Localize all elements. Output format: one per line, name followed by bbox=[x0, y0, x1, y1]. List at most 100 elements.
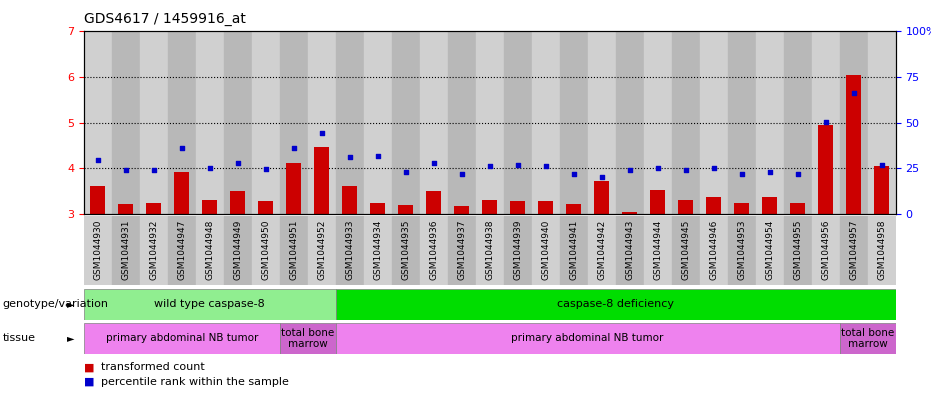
Text: GSM1044947: GSM1044947 bbox=[177, 220, 186, 280]
Bar bbox=[594, 181, 610, 214]
Bar bbox=[560, 216, 587, 285]
Bar bbox=[840, 216, 868, 285]
Point bbox=[818, 119, 833, 125]
Text: GSM1044944: GSM1044944 bbox=[654, 220, 662, 280]
Bar bbox=[615, 216, 643, 285]
Bar bbox=[420, 216, 448, 285]
Bar bbox=[420, 31, 448, 214]
Bar bbox=[448, 216, 476, 285]
Bar bbox=[643, 31, 671, 214]
Text: GSM1044935: GSM1044935 bbox=[401, 220, 411, 280]
Text: GSM1044949: GSM1044949 bbox=[234, 220, 242, 280]
Bar bbox=[370, 203, 385, 214]
Bar bbox=[398, 205, 413, 214]
Text: GSM1044943: GSM1044943 bbox=[626, 220, 634, 280]
Bar bbox=[112, 216, 140, 285]
Point bbox=[566, 171, 581, 177]
Text: GSM1044952: GSM1044952 bbox=[317, 220, 326, 280]
Text: total bone
marrow: total bone marrow bbox=[841, 328, 895, 349]
Bar bbox=[706, 197, 722, 214]
Bar bbox=[560, 31, 587, 214]
Bar bbox=[223, 31, 251, 214]
Text: GSM1044933: GSM1044933 bbox=[345, 220, 354, 280]
Point bbox=[371, 152, 385, 159]
Text: GSM1044938: GSM1044938 bbox=[485, 220, 494, 280]
Bar bbox=[566, 204, 581, 214]
Bar bbox=[84, 216, 112, 285]
Point bbox=[118, 167, 133, 173]
Text: GSM1044955: GSM1044955 bbox=[793, 220, 803, 280]
Point bbox=[510, 162, 525, 168]
Bar bbox=[336, 323, 840, 354]
Bar bbox=[532, 216, 560, 285]
Bar bbox=[336, 289, 896, 320]
Bar bbox=[279, 323, 336, 354]
Text: GSM1044945: GSM1044945 bbox=[681, 220, 690, 280]
Text: GSM1044934: GSM1044934 bbox=[373, 220, 383, 280]
Bar bbox=[756, 31, 784, 214]
Point bbox=[622, 167, 637, 173]
Point bbox=[398, 169, 413, 175]
Bar bbox=[112, 31, 140, 214]
Bar bbox=[846, 75, 861, 214]
Text: GSM1044936: GSM1044936 bbox=[429, 220, 439, 280]
Text: GSM1044946: GSM1044946 bbox=[709, 220, 718, 280]
Bar bbox=[140, 216, 168, 285]
Point bbox=[287, 145, 302, 151]
Point bbox=[454, 171, 469, 178]
Point bbox=[230, 160, 245, 166]
Text: GSM1044954: GSM1044954 bbox=[765, 220, 775, 280]
Bar bbox=[538, 201, 553, 214]
Text: GSM1044942: GSM1044942 bbox=[597, 220, 606, 280]
Bar bbox=[756, 216, 784, 285]
Bar bbox=[762, 197, 777, 214]
Bar bbox=[392, 31, 420, 214]
Bar bbox=[818, 125, 833, 214]
Point bbox=[146, 167, 161, 173]
Bar bbox=[230, 191, 246, 214]
Bar bbox=[789, 203, 805, 214]
Bar bbox=[90, 186, 105, 214]
Text: genotype/variation: genotype/variation bbox=[3, 299, 109, 309]
Point bbox=[482, 163, 497, 169]
Bar bbox=[587, 216, 615, 285]
Bar bbox=[678, 200, 694, 214]
Bar bbox=[314, 147, 330, 214]
Bar bbox=[700, 31, 728, 214]
Point bbox=[174, 145, 189, 151]
Bar bbox=[874, 166, 889, 214]
Bar bbox=[615, 31, 643, 214]
Bar bbox=[146, 203, 161, 214]
Point bbox=[650, 164, 665, 171]
Text: transformed count: transformed count bbox=[101, 362, 204, 373]
Text: ►: ► bbox=[67, 333, 74, 343]
Point bbox=[594, 174, 609, 180]
Text: GSM1044958: GSM1044958 bbox=[877, 220, 886, 280]
Point bbox=[735, 171, 749, 177]
Point bbox=[707, 164, 722, 171]
Bar bbox=[251, 216, 279, 285]
Bar bbox=[84, 31, 112, 214]
Bar bbox=[532, 31, 560, 214]
Bar bbox=[840, 323, 896, 354]
Bar bbox=[279, 216, 308, 285]
Bar bbox=[174, 172, 190, 214]
Text: ►: ► bbox=[67, 299, 74, 309]
Point bbox=[790, 171, 805, 177]
Bar bbox=[734, 203, 749, 214]
Point bbox=[258, 166, 273, 173]
Bar bbox=[868, 31, 896, 214]
Bar bbox=[671, 31, 700, 214]
Bar bbox=[202, 200, 218, 214]
Text: GSM1044932: GSM1044932 bbox=[149, 220, 158, 280]
Bar bbox=[426, 191, 441, 214]
Point bbox=[538, 163, 553, 169]
Bar bbox=[643, 216, 671, 285]
Bar bbox=[700, 216, 728, 285]
Bar bbox=[504, 31, 532, 214]
Point bbox=[315, 130, 330, 136]
Bar bbox=[812, 216, 840, 285]
Bar bbox=[168, 31, 196, 214]
Point bbox=[202, 164, 217, 171]
Text: GSM1044948: GSM1044948 bbox=[205, 220, 214, 280]
